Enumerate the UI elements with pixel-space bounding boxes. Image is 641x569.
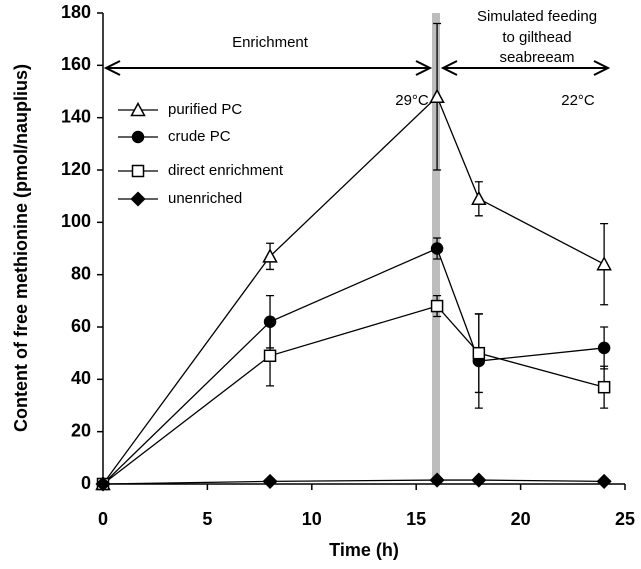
marker <box>95 476 111 492</box>
y-tick-label: 140 <box>61 106 91 126</box>
marker <box>430 299 444 313</box>
marker <box>429 472 445 488</box>
y-tick-label: 160 <box>61 54 91 74</box>
marker <box>131 164 145 178</box>
y-tick-label: 180 <box>61 2 91 22</box>
annotation: Enrichment <box>232 34 309 51</box>
marker <box>429 88 445 103</box>
y-tick-label: 40 <box>71 368 91 388</box>
marker <box>263 349 277 363</box>
annotation: to gilthead <box>502 29 571 46</box>
y-tick-label: 120 <box>61 159 91 179</box>
x-tick-label: 10 <box>302 509 322 529</box>
marker <box>262 473 278 489</box>
marker <box>471 472 487 488</box>
y-tick-label: 60 <box>71 316 91 336</box>
marker <box>263 315 277 329</box>
marker <box>130 101 146 117</box>
arrows <box>103 60 611 76</box>
marker <box>597 341 611 355</box>
legend-label: purified PC <box>168 101 242 118</box>
annotation: 22°C <box>561 92 595 109</box>
y-axis-title: Content of free methionine (pmol/naupliu… <box>11 64 31 432</box>
marker <box>130 191 146 207</box>
y-tick-label: 100 <box>61 211 91 231</box>
x-tick-label: 0 <box>98 509 108 529</box>
x-tick-label: 5 <box>202 509 212 529</box>
x-tick-label: 15 <box>406 509 426 529</box>
marker <box>430 242 444 255</box>
series-line <box>102 305 605 485</box>
y-tick-label: 20 <box>71 420 91 440</box>
annotation: Simulated feeding <box>477 8 597 25</box>
marker <box>472 346 486 360</box>
marker <box>471 190 487 206</box>
annotation: seabreeam <box>499 49 574 66</box>
legend-label: direct enrichment <box>168 162 284 179</box>
marker <box>596 473 612 489</box>
y-tick-label: 0 <box>81 473 91 493</box>
y-tick-label: 80 <box>71 263 91 283</box>
marker <box>597 380 611 394</box>
legend-label: unenriched <box>168 190 242 207</box>
marker <box>131 130 145 144</box>
marker <box>262 248 278 263</box>
legend-label: crude PC <box>168 128 231 145</box>
x-tick-label: 25 <box>615 509 635 529</box>
annotation: 29°C <box>395 92 429 109</box>
x-tick-label: 20 <box>511 509 531 529</box>
marker <box>596 256 612 271</box>
x-axis-title: Time (h) <box>329 540 399 560</box>
